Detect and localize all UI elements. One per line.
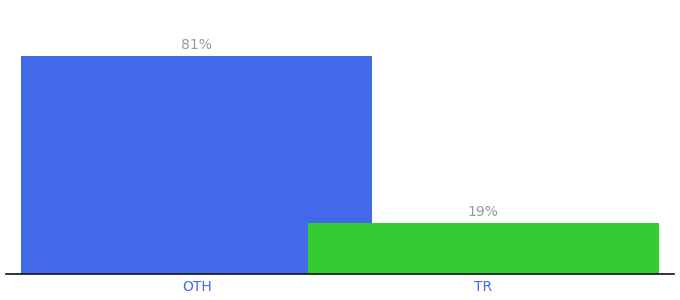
Text: 81%: 81% bbox=[182, 38, 212, 52]
Bar bbox=[308, 223, 658, 274]
Text: 19%: 19% bbox=[468, 205, 498, 219]
Bar bbox=[22, 56, 372, 274]
